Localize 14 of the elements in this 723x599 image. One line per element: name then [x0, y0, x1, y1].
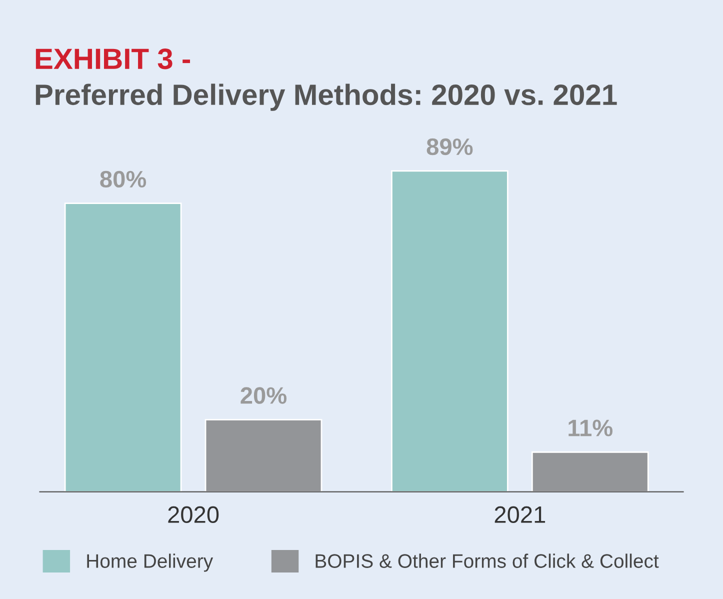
- data-label: 89%: [426, 138, 473, 156]
- data-label: 11%: [568, 420, 612, 436]
- legend-label: Home Delivery: [87, 554, 214, 572]
- data-label: 20%: [240, 387, 287, 404]
- bar: [531, 451, 649, 492]
- x-tick-label: 2021: [494, 506, 546, 524]
- bar: [391, 170, 508, 492]
- chart-title: EXHIBIT 3 -: [36, 48, 190, 70]
- x-tick-label: 2020: [168, 506, 219, 524]
- bar: [204, 418, 322, 492]
- chart-subtitle: Preferred Delivery Methods: 2020 vs. 2021: [36, 84, 617, 111]
- legend-label: BOPIS & Other Forms of Click & Collect: [316, 554, 659, 568]
- data-label: 80%: [100, 170, 146, 188]
- bar: [64, 202, 182, 492]
